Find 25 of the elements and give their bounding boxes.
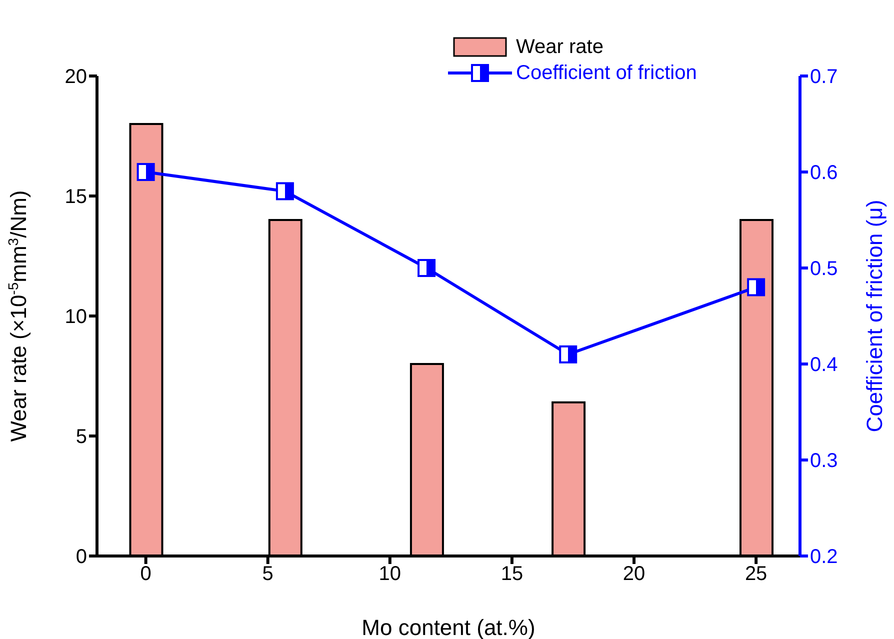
y2-tick-label: 0.7 — [810, 66, 838, 88]
point — [276, 182, 294, 200]
legend-label: Coefficient of friction — [516, 61, 697, 86]
y-tick-label: 10 — [64, 306, 87, 328]
y-tick-label: 0 — [76, 546, 87, 568]
x-tick-label: 5 — [262, 563, 274, 586]
point — [559, 345, 578, 364]
y2-tick-label: 0.2 — [810, 546, 838, 568]
x-tick-label: 15 — [500, 563, 524, 586]
y2-tick-label: 0.5 — [810, 258, 838, 280]
y2-tick-label: 0.4 — [810, 354, 838, 376]
y2-tick-label: 0.6 — [810, 162, 838, 184]
legend-label: Wear rate — [516, 35, 604, 60]
point — [747, 278, 766, 296]
x-tick-label: 10 — [378, 563, 402, 586]
x-tick-label: 25 — [744, 563, 768, 586]
y2-axis-title: Coefficient of friction (μ) — [862, 200, 887, 432]
x-tick-label: 20 — [622, 563, 646, 586]
point — [418, 259, 436, 277]
y-tick-label: 20 — [64, 66, 87, 88]
point — [136, 163, 155, 181]
y-tick-label: 15 — [64, 186, 87, 208]
y-tick-label: 5 — [76, 426, 87, 448]
x-tick-label: 0 — [140, 563, 152, 586]
y2-tick-label: 0.3 — [810, 450, 838, 472]
